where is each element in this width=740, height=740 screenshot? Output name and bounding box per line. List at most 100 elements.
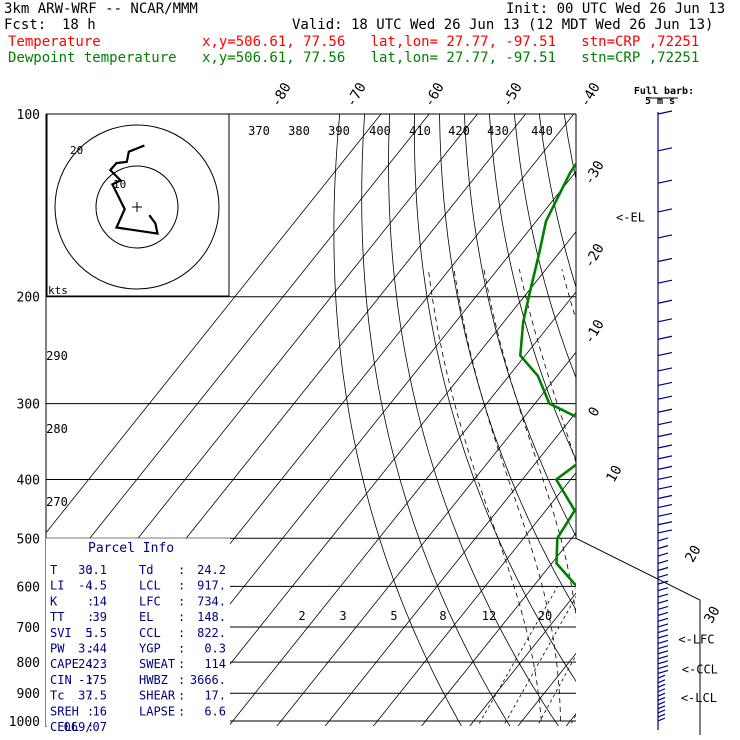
dry-adiabats: [333, 86, 740, 734]
pressure-tick-label: 1000: [9, 715, 40, 730]
wind-barb: [657, 593, 669, 598]
isotherm-label: -60: [421, 80, 448, 110]
wind-barb: [657, 566, 669, 572]
theta-label: 400: [369, 124, 391, 138]
level-annotations: <-EL <-LFC <-CCL <-LCL: [616, 210, 718, 705]
wind-barb: [657, 545, 669, 550]
wind-barb: [657, 494, 673, 500]
parcel-value: 37.5: [78, 689, 107, 703]
theta-label: 290: [46, 349, 68, 363]
theta-label: 420: [448, 124, 470, 138]
moist-adiabats: [428, 268, 740, 722]
wind-barb: [657, 696, 666, 701]
wind-barb: [657, 605, 669, 611]
forecast-hour: 18 h: [62, 17, 96, 33]
parcel-value: LCL: [139, 579, 161, 593]
parcel-value: :: [87, 657, 94, 671]
parcel-value: T: [50, 563, 57, 577]
wind-barb: [657, 688, 666, 693]
theta-label: 380: [288, 124, 310, 138]
parcel-value: 822.: [197, 626, 226, 640]
theta-label: 370: [248, 124, 270, 138]
isotherm-line: [180, 231, 576, 726]
parcel-value: 17.: [204, 689, 226, 703]
parcel-value: EL: [139, 610, 153, 624]
parcel-value: :: [178, 610, 185, 624]
parcel-value: 2423: [78, 657, 107, 671]
parcel-value: 24.2: [197, 563, 226, 577]
parcel-value: LFC: [139, 594, 161, 608]
moist-adiabat-line: [696, 269, 740, 721]
wind-barb: [657, 433, 673, 438]
isotherm-line: [46, 114, 382, 534]
parcel-value: :: [178, 594, 185, 608]
wind-barb: [657, 665, 669, 670]
pressure-tick-label: 300: [17, 398, 40, 413]
theta-label: 390: [328, 124, 350, 138]
wind-barb: [657, 455, 673, 460]
wind-barb: [657, 421, 673, 426]
barb-legend-units: 5 m s: [645, 96, 675, 107]
isotherm-label: -40: [577, 80, 604, 110]
isotherm-label: -10: [581, 317, 608, 347]
wind-barb: [657, 503, 673, 509]
parcel-value: 14: [93, 594, 107, 608]
parcel-value: :: [87, 610, 94, 624]
parcel-box-bg: [46, 538, 230, 726]
parcel-value: 3.44: [78, 642, 107, 656]
hodograph-ring-label: 10: [113, 178, 126, 191]
wind-barb: [657, 234, 673, 239]
dry-adiabat-line: [333, 114, 462, 726]
mixing-ratio-label: 2: [298, 609, 305, 623]
parcel-value: 6.6: [204, 704, 226, 718]
parcel-value: 917.: [197, 579, 226, 593]
wind-barb: [657, 580, 669, 585]
pressure-tick-label: 600: [17, 580, 40, 595]
moist-adiabat-line: [657, 269, 699, 721]
wind-barb: [657, 208, 673, 213]
level-annotation: <-LFC: [678, 632, 714, 646]
parcel-value: 0.3: [204, 642, 226, 656]
wind-barb: [657, 587, 669, 592]
pressure-tick-label: 200: [17, 291, 40, 306]
dry-adiabat-line: [609, 86, 740, 734]
parcel-value: :: [87, 689, 94, 703]
hodograph: 10 20 kts: [46, 113, 230, 297]
parcel-value: :: [178, 563, 185, 577]
isotherm-label: -70: [343, 80, 370, 110]
parcel-value: :: [87, 673, 94, 687]
model-title: 3km ARW-WRF -- NCAR/MMM: [4, 1, 198, 17]
init-time: Init: 00 UTC Wed 26 Jun 13: [506, 1, 726, 17]
isotherm-label: -50: [499, 80, 526, 110]
parcel-value: PW: [50, 642, 65, 656]
pressure-tick-label: 500: [17, 532, 40, 547]
parcel-value: 114: [204, 657, 226, 671]
parcel-value: :: [87, 720, 94, 734]
wind-barb: [657, 669, 669, 675]
isotherm-line: [276, 351, 576, 726]
wind-barb: [657, 318, 673, 323]
parcel-value: :: [87, 594, 94, 608]
hodograph-units-label: kts: [48, 284, 68, 297]
parcel-value: SREH: [50, 704, 79, 718]
wind-barb: [657, 529, 673, 534]
dry-adiabat-line: [730, 86, 740, 734]
isotherm-line: [228, 291, 576, 726]
dry-adiabat-line: [513, 114, 576, 379]
parcel-value: CAPE: [50, 657, 79, 671]
wind-barb: [657, 147, 673, 152]
dewpoint-location-info: x,y=506.61, 77.56 lat,lon= 27.77, -97.51…: [202, 50, 700, 66]
wind-barb: [657, 444, 673, 449]
isotherm-label: -30: [581, 158, 608, 188]
isotherm-line: [46, 114, 430, 594]
parcel-value: :: [178, 704, 185, 718]
mixing-ratio-label: 8: [439, 609, 446, 623]
isotherm-line: [421, 532, 576, 726]
parcel-value: K: [50, 594, 58, 608]
dry-adiabat-line: [413, 114, 576, 682]
parcel-value: :: [178, 579, 185, 593]
wind-barb: [657, 683, 666, 688]
wind-barb: [657, 512, 673, 517]
level-annotation: <-EL: [616, 210, 645, 224]
